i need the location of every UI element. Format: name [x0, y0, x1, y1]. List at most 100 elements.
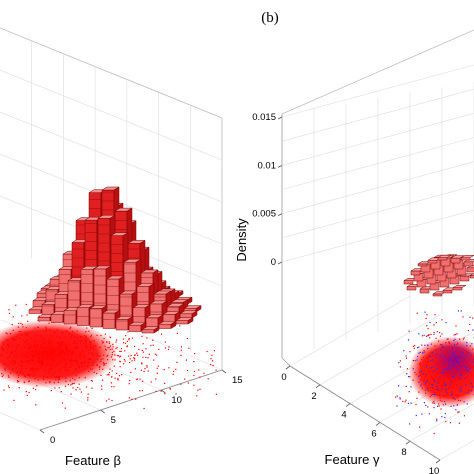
left-scatter-point — [107, 347, 109, 349]
left-scatter-point — [47, 372, 49, 374]
right-scatter-point — [429, 383, 431, 385]
left-scatter-point — [87, 393, 89, 395]
left-scatter-point — [25, 356, 27, 358]
left-scatter-point — [32, 355, 34, 357]
left-scatter-point — [93, 371, 95, 373]
left-scatter-point — [7, 375, 10, 377]
right-gamma-axis: 0 2 4 6 8 10 — [281, 365, 441, 474]
left-scatter-point — [30, 354, 32, 356]
right-gamma-tick-label: 6 — [371, 428, 376, 439]
left-scatter-point — [58, 356, 60, 358]
left-scatter-point — [131, 360, 133, 362]
left-histogram-bars — [28, 186, 202, 334]
right-scatter-point — [439, 365, 441, 367]
right-scatter-point — [467, 371, 469, 373]
left-scatter-point — [40, 367, 42, 369]
right-scatter-point — [395, 396, 397, 398]
left-scatter-point — [116, 355, 118, 357]
left-scatter-point — [63, 351, 65, 353]
right-scatter-point — [454, 398, 456, 400]
right-gamma-tick-label: 2 — [311, 391, 316, 402]
left-scatter-point — [35, 351, 37, 353]
right-scatter-point — [433, 333, 435, 335]
left-scatter-point — [64, 358, 66, 361]
left-scatter-point — [148, 353, 150, 355]
left-scatter-point — [26, 333, 28, 335]
right-scatter-point — [418, 346, 420, 348]
right-wall-top-edge — [281, 29, 474, 115]
left-scatter-point — [51, 368, 53, 370]
left-scatter-point — [130, 354, 132, 357]
right-scatter-point — [426, 314, 428, 316]
left-scatter-point — [79, 357, 82, 360]
left-scatter-point — [21, 334, 23, 336]
left-scatter-point — [52, 352, 55, 354]
left-scatter-point — [126, 345, 128, 347]
right-scatter-point — [433, 370, 435, 372]
left-scatter-point — [74, 347, 76, 349]
left-scatter-point — [1, 354, 3, 356]
left-scatter-point — [3, 363, 5, 365]
left-scatter-point — [65, 363, 67, 365]
right-scatter-point — [402, 400, 404, 403]
right-scatter-point — [435, 322, 437, 324]
left-scatter-point — [33, 352, 35, 354]
left-scatter-point — [85, 338, 87, 340]
right-scatter-point — [441, 319, 443, 321]
left-scatter-point — [99, 366, 101, 368]
left-scatter-point — [53, 382, 55, 384]
left-beta-tick — [39, 429, 45, 434]
left-scatter-point — [14, 360, 16, 362]
right-scatter-point — [416, 312, 418, 314]
left-scatter-point — [215, 393, 217, 395]
left-scatter-point — [37, 327, 40, 329]
right-bar-front — [452, 287, 463, 291]
left-scatter-point — [89, 346, 92, 348]
left-scatter-point — [91, 352, 93, 354]
right-scatter-point — [457, 395, 459, 397]
right-scatter-point — [428, 334, 430, 336]
left-scatter-point — [116, 346, 118, 348]
right-scatter-point — [445, 394, 447, 396]
left-scatter-point — [108, 374, 110, 376]
right-scatter-point — [446, 364, 448, 366]
left-scatter-point — [21, 354, 23, 356]
left-scatter-point — [79, 362, 81, 364]
left-scatter-point — [88, 359, 90, 361]
right-scatter-point — [465, 384, 467, 386]
right-scatter-point — [466, 350, 468, 352]
right-histogram-bars — [403, 254, 474, 297]
left-scatter-point — [89, 344, 91, 346]
right-scatter-point — [419, 362, 421, 364]
left-scatter-point — [95, 345, 97, 347]
left-scatter-point — [91, 327, 93, 329]
right-scatter-point — [466, 403, 468, 405]
left-scatter-point — [45, 350, 47, 352]
left-scatter-point — [96, 353, 98, 355]
right-scatter-point — [460, 384, 462, 387]
left-scatter-point — [70, 336, 73, 338]
left-scatter-point — [28, 380, 30, 382]
left-scatter-point — [146, 337, 148, 339]
left-scatter-point — [41, 354, 43, 357]
left-scatter-point — [3, 389, 5, 391]
right-scatter-point — [396, 395, 398, 397]
right-scatter-point — [444, 417, 446, 419]
right-scatter-point — [437, 373, 439, 375]
left-scatter-point — [58, 352, 60, 354]
left-scatter-point — [113, 365, 115, 367]
left-scatter-point — [142, 356, 144, 358]
left-scatter-point — [79, 355, 81, 357]
left-scatter-point — [24, 331, 26, 333]
left-scatter-point — [72, 387, 74, 389]
left-scatter-point — [153, 359, 155, 361]
left-scatter-point — [15, 347, 18, 349]
left-scatter-point — [76, 360, 78, 362]
right-scatter-point — [424, 351, 426, 353]
right-scatter-point — [414, 360, 416, 362]
left-scatter-point — [184, 378, 186, 380]
left-scatter-point — [18, 387, 20, 389]
left-scatter-point — [107, 359, 109, 361]
right-scatter-point — [452, 358, 455, 360]
left-scatter-point — [45, 382, 47, 384]
